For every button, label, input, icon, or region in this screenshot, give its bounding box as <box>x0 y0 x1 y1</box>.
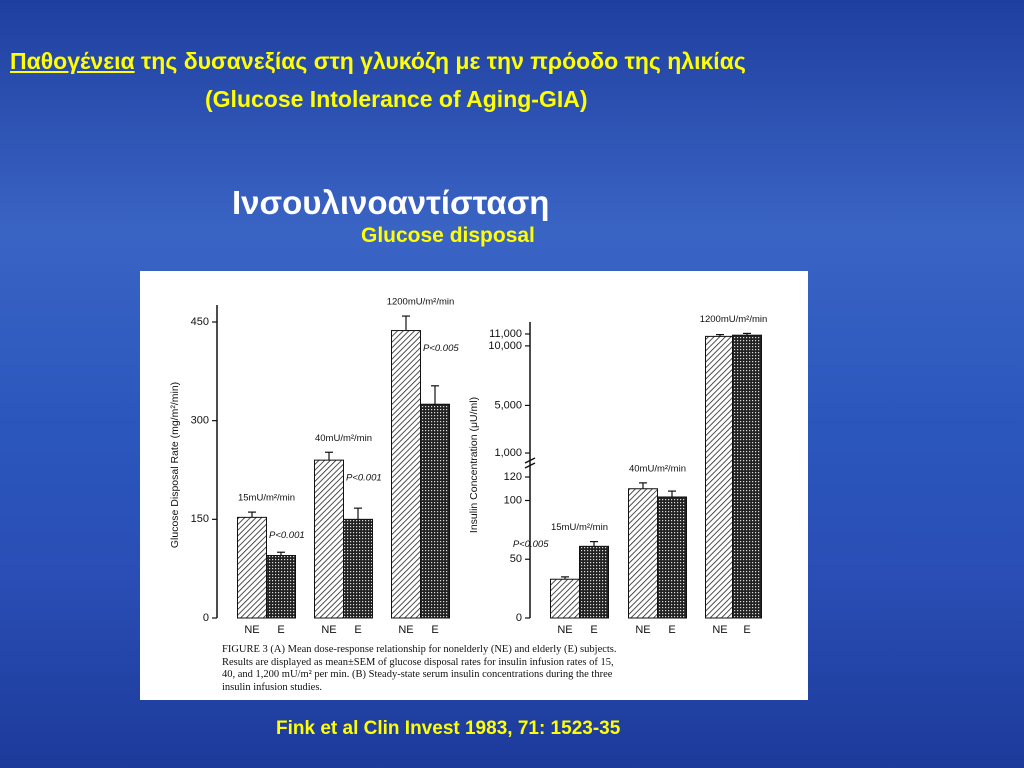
group-label: 15mU/m²/min <box>238 493 295 504</box>
y-tick-label: 150 <box>191 513 209 525</box>
bar <box>732 334 762 619</box>
caption: FIGURE 3 (A) Mean dose-response relation… <box>222 644 782 694</box>
caption-line: 40, and 1,200 mU/m² per min. (B) Steady-… <box>222 669 613 680</box>
group-label: 40mU/m²/min <box>315 433 372 444</box>
bar <box>420 403 450 619</box>
p-label: P<0.001 <box>269 530 305 541</box>
x-tick-label: NE <box>321 624 336 636</box>
p-label: P<0.005 <box>513 539 549 550</box>
x-tick-label: NE <box>635 624 650 636</box>
group-label: 1200mU/m²/min <box>387 297 455 308</box>
y-tick-label: 10,000 <box>488 340 522 352</box>
y-tick-label: 5,000 <box>494 399 522 411</box>
bar <box>579 545 609 619</box>
footer: Fink et al Clin Invest 1983, 71: 1523-35 <box>276 718 621 739</box>
y-tick-label: 0 <box>516 612 522 624</box>
x-tick-label: E <box>590 624 597 636</box>
heading: Ινσουλινοαντίσταση <box>232 184 550 221</box>
y-tick-label: 1,000 <box>494 447 522 459</box>
bar <box>550 578 580 619</box>
group-label: 1200mU/m²/min <box>700 314 768 325</box>
x-tick-label: E <box>668 624 675 636</box>
bar <box>266 555 296 619</box>
y-axis-label: Glucose Disposal Rate (mg/m²/min) <box>169 382 181 548</box>
bar <box>314 459 344 619</box>
bar <box>391 330 421 619</box>
p-label: P<0.001 <box>346 473 382 484</box>
y-tick-label: 50 <box>510 553 522 565</box>
bar <box>705 335 735 619</box>
y-tick-label: 450 <box>191 316 209 328</box>
title: Παθογένεια της δυσανεξίας στη γλυκόζη με… <box>10 48 746 75</box>
p-label: P<0.005 <box>423 343 459 354</box>
x-tick-label: E <box>354 624 361 636</box>
y-axis-label: Insulin Concentration (μU/ml) <box>468 397 480 533</box>
y-tick-label: 11,000 <box>489 328 522 340</box>
caption-line: Results are displayed as mean±SEM of glu… <box>222 656 614 668</box>
bar <box>343 518 373 619</box>
x-tick-label: E <box>743 624 750 636</box>
x-tick-label: NE <box>398 624 413 636</box>
bar <box>657 496 687 619</box>
figure: 0 150 300 450 Glucose Disposal Rate (mg/m²/m… <box>140 271 808 700</box>
x-tick-label: E <box>431 624 438 636</box>
axis-break <box>524 462 536 469</box>
y-tick-label: 120 <box>504 471 522 483</box>
subtitle: (Glucose Intolerance of Aging-GIA) <box>205 86 588 112</box>
x-tick-label: NE <box>557 624 572 636</box>
title-underlined: Παθογένεια <box>10 48 135 74</box>
title-rest: της δυσανεξίας στη γλυκόζη με την πρόοδο… <box>141 48 746 74</box>
x-tick-label: E <box>277 624 284 636</box>
x-tick-label: NE <box>712 624 727 636</box>
y-tick-label: 300 <box>191 415 209 427</box>
charts: 0 150 300 450 Glucose Disposal Rate (mg/m²/m… <box>169 297 768 636</box>
bar <box>237 516 267 619</box>
axis-break <box>524 457 536 464</box>
y-tick-label: 0 <box>203 612 209 624</box>
group-label: 40mU/m²/min <box>629 463 686 474</box>
bar <box>628 488 658 619</box>
y-tick-label: 100 <box>504 494 522 506</box>
x-tick-label: NE <box>244 624 259 636</box>
caption-line: FIGURE 3 (A) Mean dose-response relation… <box>222 644 617 655</box>
caption-line: insulin infusion studies. <box>222 681 323 693</box>
subheading: Glucose disposal <box>361 224 535 247</box>
group-label: 15mU/m²/min <box>551 522 608 533</box>
